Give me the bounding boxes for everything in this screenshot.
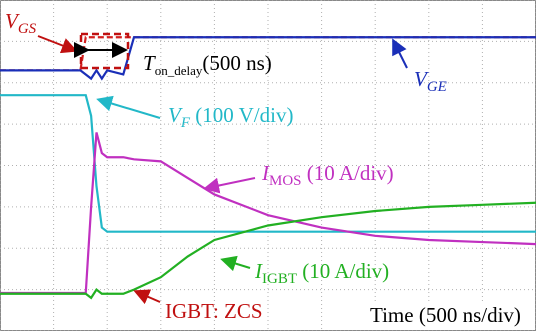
time-label: Time (500 ns/div) — [370, 303, 521, 327]
chart: VGS VGE VF (100 V/div) IMOS (10 A/div) I… — [0, 0, 536, 331]
zcs-label: IGBT: ZCS — [165, 299, 263, 323]
